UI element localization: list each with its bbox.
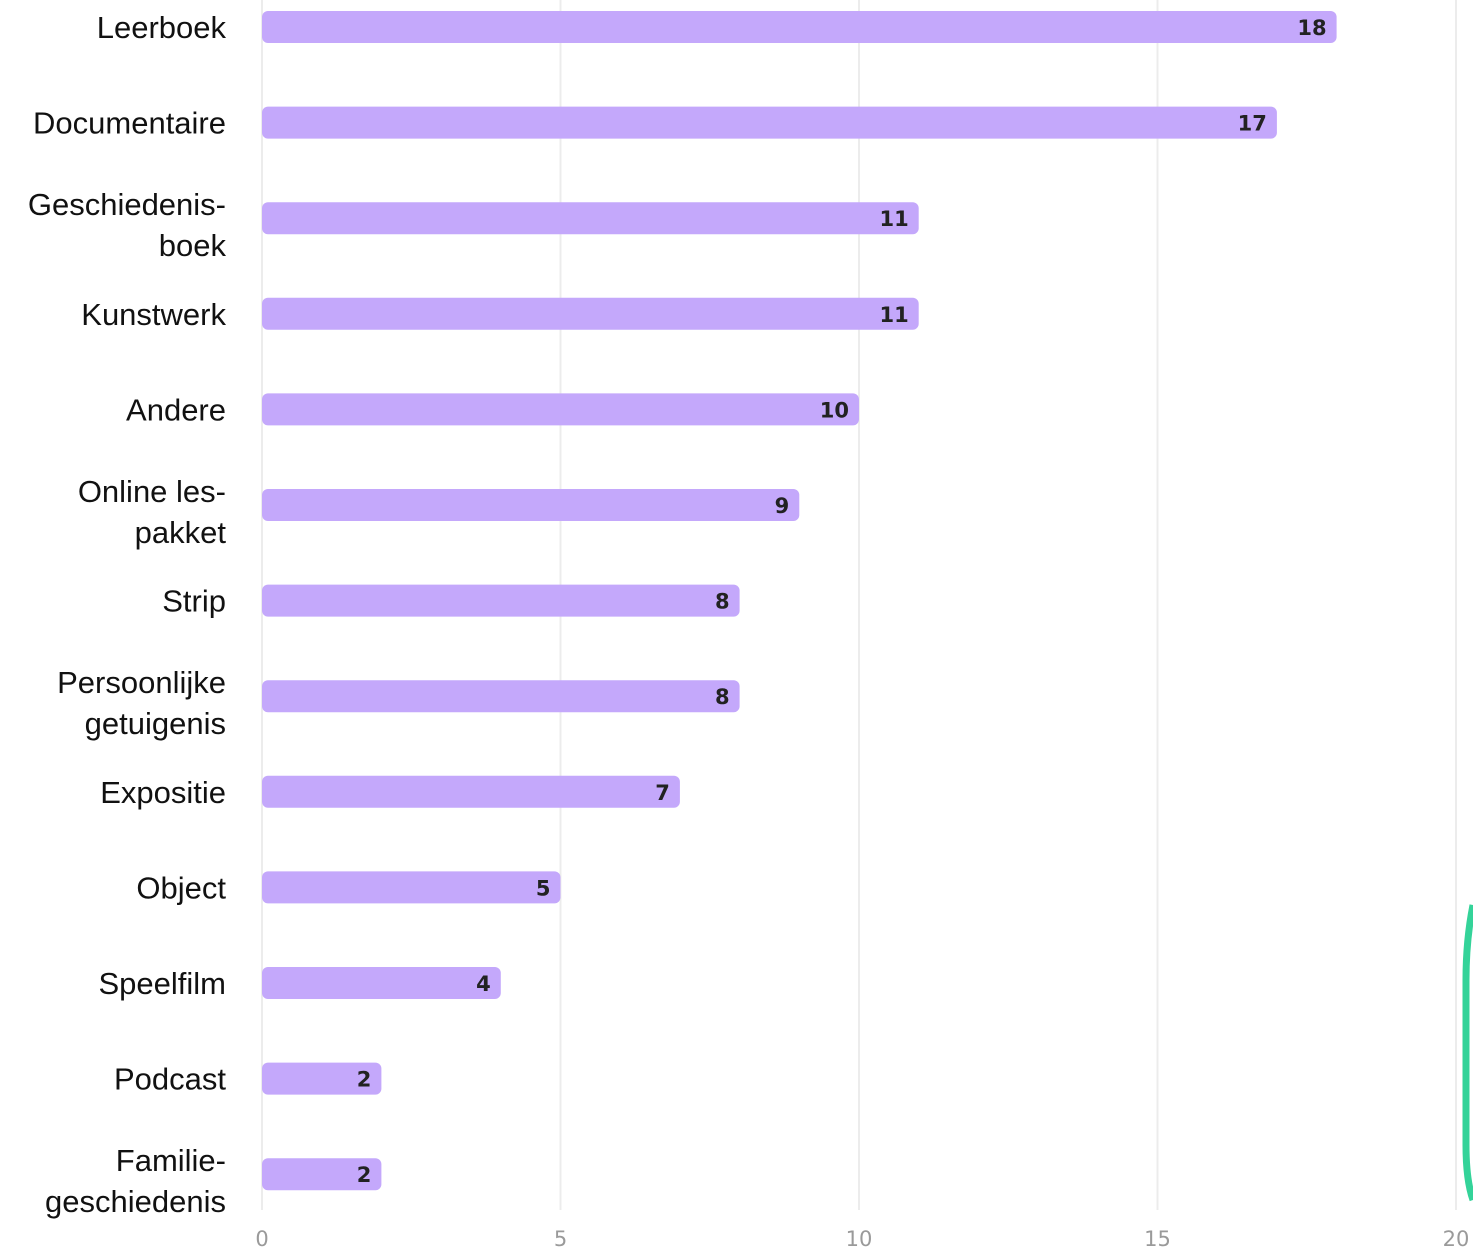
bar-7 <box>262 680 740 713</box>
data-label-3: 11 <box>879 303 908 327</box>
bar-4 <box>262 393 859 426</box>
bar-1 <box>262 106 1277 139</box>
category-label-2-line-0: Geschiedenis- <box>28 187 226 222</box>
category-labels: Leerboek Documentaire Geschiedenis-boek Kun… <box>28 10 227 1219</box>
bar-2 <box>262 202 919 235</box>
decorative-side-bracket <box>1462 904 1473 1202</box>
category-label-0: Leerboek <box>97 10 227 45</box>
category-label-11: Podcast <box>114 1062 226 1097</box>
bar-6 <box>262 584 740 617</box>
data-label-4: 10 <box>820 398 849 422</box>
data-label-8: 7 <box>655 781 670 805</box>
category-label-1: Documentaire <box>33 106 226 141</box>
category-label-6: Strip <box>162 584 226 619</box>
bar-8 <box>262 775 680 808</box>
x-tick-label-5: 5 <box>554 1227 567 1251</box>
bar-0 <box>262 11 1337 43</box>
category-label-5-line-0: Online les- <box>78 474 226 509</box>
data-label-9: 5 <box>536 876 551 900</box>
category-label-3: Kunstwerk <box>81 297 226 332</box>
category-label-5-line-1: pakket <box>135 515 227 550</box>
data-label-1: 17 <box>1238 112 1267 136</box>
category-label-9: Object <box>136 870 226 905</box>
category-label-2-line-1: boek <box>159 228 227 263</box>
category-label-4: Andere <box>126 392 226 427</box>
bars: 18 17 11 11 10 9 8 8 7 5 4 2 2 <box>262 11 1337 1191</box>
bar-9 <box>262 871 561 904</box>
data-label-11: 2 <box>357 1068 372 1092</box>
x-tick-label-0: 0 <box>255 1227 268 1251</box>
category-label-8: Expositie <box>100 775 226 810</box>
category-label-10: Speelfilm <box>99 966 227 1001</box>
category-label-7-line-0: Persoonlijke <box>57 665 226 700</box>
x-tick-label-15: 15 <box>1144 1227 1171 1251</box>
category-label-7-line-1: getuigenis <box>85 706 226 741</box>
data-label-10: 4 <box>476 972 491 996</box>
data-label-0: 18 <box>1297 16 1326 40</box>
bar-11 <box>262 1062 382 1095</box>
x-tick-label-10: 10 <box>846 1227 873 1251</box>
bar-10 <box>262 967 501 999</box>
x-tick-label-20: 20 <box>1443 1227 1470 1251</box>
x-axis-ticks: 0 5 10 15 20 <box>255 1227 1469 1251</box>
bar-12 <box>262 1158 382 1191</box>
grid-lines <box>261 0 1457 1210</box>
category-label-12-line-0: Familie- <box>116 1143 226 1178</box>
bar-3 <box>262 297 919 330</box>
data-label-6: 8 <box>715 590 730 614</box>
data-label-7: 8 <box>715 685 730 709</box>
data-label-12: 2 <box>357 1163 372 1187</box>
bar-5 <box>262 489 800 521</box>
data-label-5: 9 <box>775 494 790 518</box>
category-label-12-line-1: geschiedenis <box>45 1184 226 1219</box>
data-label-2: 11 <box>879 207 908 231</box>
